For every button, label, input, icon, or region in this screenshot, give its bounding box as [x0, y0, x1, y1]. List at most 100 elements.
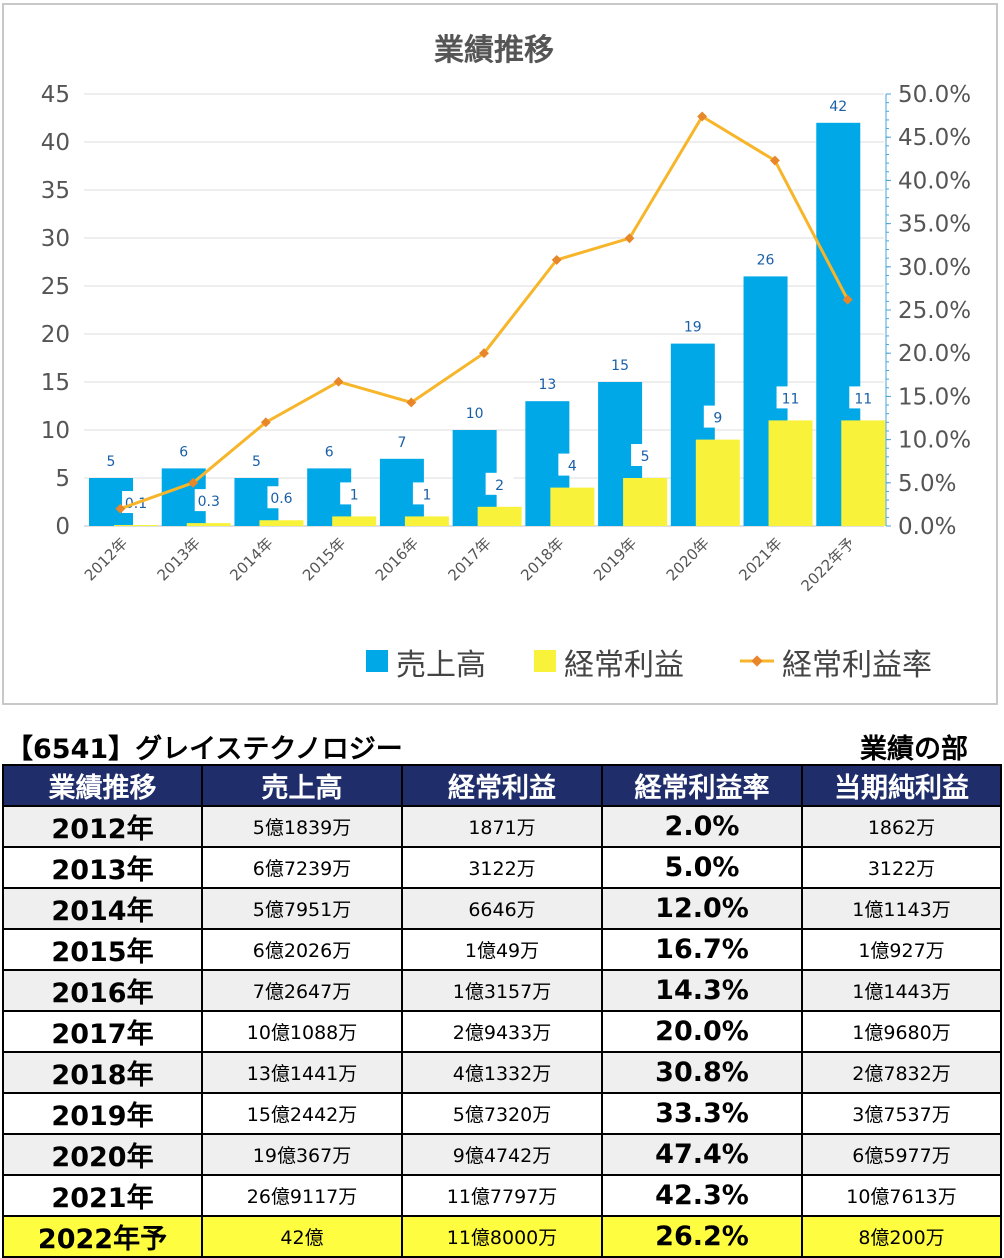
y2-axis-tick-label: 5.0%	[898, 471, 956, 497]
point-profit-rate	[842, 294, 853, 305]
y-axis-tick-label: 25	[41, 274, 70, 300]
table-row: 2014年 5億7951万 6646万 12.0% 1億1143万	[2, 887, 1002, 930]
cell-period: 2012年	[2, 805, 203, 848]
data-label-sales: 7	[397, 435, 406, 451]
cell-profit-rate: 20.0%	[601, 1010, 803, 1053]
cell-profit-rate: 26.2%	[601, 1215, 803, 1258]
cell-net-income: 10億7613万	[801, 1174, 1002, 1217]
legend-swatch-profit	[534, 650, 556, 672]
data-label-profit-bg	[776, 386, 805, 409]
performance-chart: 業績推移0510152025303540450.0%5.0%10.0%15.0%…	[41, 33, 971, 683]
point-profit-rate	[260, 417, 271, 428]
table-row: 2013年 6億7239万 3122万 5.0% 3122万	[2, 846, 1002, 889]
data-label-profit: 4	[568, 459, 577, 475]
table-body: 2012年 5億1839万 1871万 2.0% 1862万 2013年 6億7239万 31…	[2, 805, 1002, 1258]
point-profit-rate	[188, 477, 199, 488]
y-axis-tick-label: 45	[41, 82, 70, 108]
y-axis-tick-label: 30	[41, 226, 70, 252]
data-label-sales: 19	[684, 320, 702, 336]
y-axis-tick-label: 20	[41, 322, 70, 348]
data-label-sales: 42	[829, 99, 847, 115]
y2-axis-tick-label: 35.0%	[898, 212, 971, 238]
col-header-net-income: 当期純利益	[801, 764, 1002, 807]
y-axis-tick-label: 15	[41, 370, 70, 396]
data-label-profit: 11	[854, 391, 872, 407]
cell-net-income: 3億7537万	[801, 1092, 1002, 1135]
chart-panel: 業績推移 0 5 10 15 20 25 30 35 40 45 0.0% 5.0% 10.0% 15.0%…	[2, 3, 998, 705]
cell-sales: 5億1839万	[201, 805, 403, 848]
y2-axis-tick-label: 25.0%	[898, 298, 971, 324]
bar-profit	[332, 516, 377, 526]
data-label-profit-bg	[412, 482, 441, 505]
bar-profit	[768, 420, 813, 526]
data-label-profit: 0.3	[198, 494, 220, 510]
cell-period: 2018年	[2, 1051, 203, 1094]
cell-net-income: 1億927万	[801, 928, 1002, 971]
x-axis-tick-label: 2021年	[735, 534, 785, 584]
cell-profit-rate: 33.3%	[601, 1092, 803, 1135]
col-header-ordinary-profit: 経常利益	[401, 764, 603, 807]
bar-profit	[186, 523, 231, 526]
cell-period: 2019年	[2, 1092, 203, 1135]
cell-period: 2020年	[2, 1133, 203, 1176]
legend-label-sales: 売上高	[396, 648, 486, 683]
data-label-sales: 5	[252, 454, 261, 470]
table-row: 2022年予 42億 11億8000万 26.2% 8億200万	[2, 1215, 1002, 1258]
cell-sales: 6億7239万	[201, 846, 403, 889]
table-row: 2018年 13億1441万 4億1332万 30.8% 2億7832万	[2, 1051, 1002, 1094]
cell-sales: 19億367万	[201, 1133, 403, 1176]
data-label-sales: 6	[179, 444, 188, 460]
table-row: 2016年 7億2647万 1億3157万 14.3% 1億1443万	[2, 969, 1002, 1012]
cell-profit-rate: 5.0%	[601, 846, 803, 889]
cell-sales: 6億2026万	[201, 928, 403, 971]
cell-net-income: 1億9680万	[801, 1010, 1002, 1053]
x-axis-tick-label: 2013年	[154, 534, 204, 584]
legend-swatch-rate-marker	[751, 655, 763, 667]
data-label-profit: 1	[422, 487, 431, 503]
legend-label-rate: 経常利益率	[782, 648, 932, 683]
data-label-sales: 13	[538, 377, 556, 393]
x-axis-tick-label: 2020年	[663, 534, 713, 584]
data-label-profit-bg	[849, 386, 878, 409]
x-axis-tick-label: 2016年	[372, 534, 422, 584]
cell-sales: 15億2442万	[201, 1092, 403, 1135]
data-label-sales: 10	[466, 406, 484, 422]
cell-net-income: 3122万	[801, 846, 1002, 889]
cell-sales: 10億1088万	[201, 1010, 403, 1053]
data-label-profit-bg	[340, 482, 369, 505]
bar-profit	[404, 516, 449, 526]
data-label-profit-bg	[703, 405, 732, 428]
data-label-profit: 5	[641, 449, 650, 465]
cell-sales: 5億7951万	[201, 887, 403, 930]
cell-net-income: 1億1143万	[801, 887, 1002, 930]
cell-sales: 26億9117万	[201, 1174, 403, 1217]
cell-profit-rate: 47.4%	[601, 1133, 803, 1176]
table-row: 2021年 26億9117万 11億7797万 42.3% 10億7613万	[2, 1174, 1002, 1217]
data-label-sales: 15	[611, 358, 629, 374]
bar-profit	[623, 478, 668, 526]
cell-profit-rate: 14.3%	[601, 969, 803, 1012]
legend-label-profit: 経常利益	[564, 648, 684, 683]
cell-period: 2016年	[2, 969, 203, 1012]
point-profit-rate	[769, 155, 780, 166]
cell-profit-rate: 16.7%	[601, 928, 803, 971]
data-label-profit-bg	[485, 472, 514, 495]
table-row: 2012年 5億1839万 1871万 2.0% 1862万	[2, 805, 1002, 848]
cell-net-income: 6億5977万	[801, 1133, 1002, 1176]
cell-period: 2022年予	[2, 1215, 203, 1258]
bar-profit	[477, 506, 522, 526]
cell-ordinary-profit: 11億8000万	[401, 1215, 603, 1258]
data-label-profit-bg	[631, 444, 660, 466]
data-label-profit: 0.6	[270, 491, 292, 507]
cell-ordinary-profit: 4億1332万	[401, 1051, 603, 1094]
cell-sales: 42億	[201, 1215, 403, 1258]
cell-ordinary-profit: 1億49万	[401, 928, 603, 971]
x-axis-tick-label: 2018年	[517, 534, 567, 584]
company-name: 【6541】グレイステクノロジー	[6, 734, 403, 765]
point-profit-rate	[406, 397, 417, 408]
section-label: 業績の部	[860, 734, 968, 765]
data-label-sales: 26	[757, 252, 775, 268]
cell-ordinary-profit: 5億7320万	[401, 1092, 603, 1135]
cell-ordinary-profit: 2億9433万	[401, 1010, 603, 1053]
bar-profit	[550, 487, 595, 526]
